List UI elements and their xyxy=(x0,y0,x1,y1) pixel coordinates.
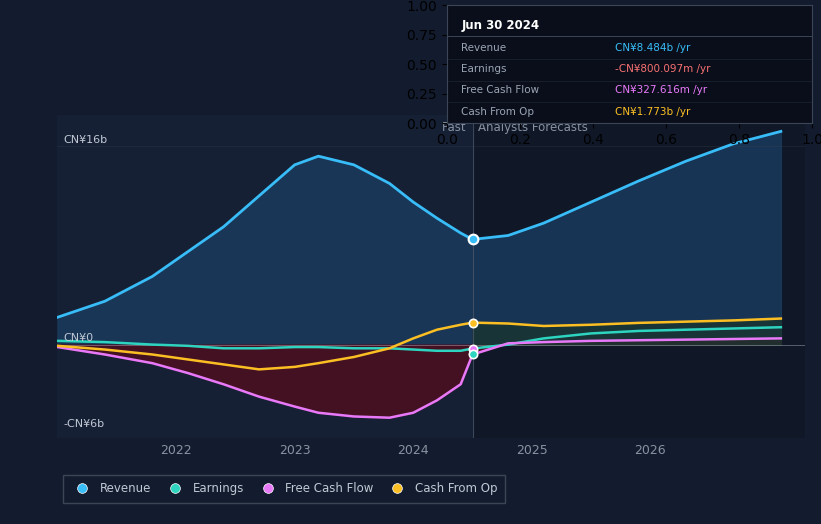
Text: CN¥8.484b /yr: CN¥8.484b /yr xyxy=(615,43,690,53)
Text: Revenue: Revenue xyxy=(461,43,507,53)
Text: CN¥16b: CN¥16b xyxy=(63,135,108,145)
Legend: Revenue, Earnings, Free Cash Flow, Cash From Op: Revenue, Earnings, Free Cash Flow, Cash … xyxy=(63,475,505,503)
Text: Cash From Op: Cash From Op xyxy=(461,107,534,117)
Text: CN¥327.616m /yr: CN¥327.616m /yr xyxy=(615,85,707,95)
Text: Earnings: Earnings xyxy=(461,64,507,74)
Text: Analysts Forecasts: Analysts Forecasts xyxy=(479,122,589,135)
Text: CN¥1.773b /yr: CN¥1.773b /yr xyxy=(615,107,690,117)
Bar xyxy=(473,115,805,438)
Text: Past: Past xyxy=(442,122,466,135)
Text: -CN¥800.097m /yr: -CN¥800.097m /yr xyxy=(615,64,710,74)
Text: Free Cash Flow: Free Cash Flow xyxy=(461,85,539,95)
Text: CN¥0: CN¥0 xyxy=(63,333,94,343)
Text: -CN¥6b: -CN¥6b xyxy=(63,419,104,429)
Text: Jun 30 2024: Jun 30 2024 xyxy=(461,19,539,32)
Bar xyxy=(57,115,473,438)
